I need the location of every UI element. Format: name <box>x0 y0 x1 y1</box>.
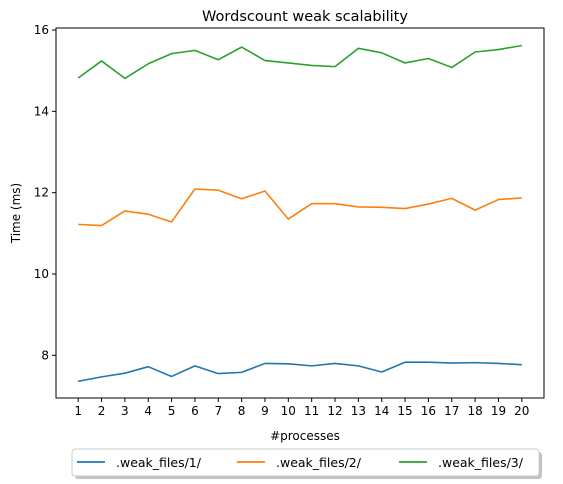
x-tick-label: 3 <box>121 404 129 418</box>
x-tick-label: 15 <box>397 404 412 418</box>
series-line-1 <box>78 361 522 383</box>
series-layer <box>77 44 522 383</box>
x-tick-label: 4 <box>144 404 152 418</box>
x-tick-label: 1 <box>74 404 82 418</box>
x-tick-label: 12 <box>327 404 342 418</box>
x-tick-label: 7 <box>214 404 222 418</box>
x-tick-label: 10 <box>281 404 296 418</box>
x-tick-label: 9 <box>261 404 269 418</box>
x-axis-ticks: 1 2 3 4 5 6 7 8 9 10 11 12 13 14 15 16 17 18 19 20 <box>74 398 529 418</box>
x-tick-label: 16 <box>421 404 436 418</box>
series-line-3 <box>77 44 522 80</box>
y-tick-label: 16 <box>34 23 49 37</box>
x-tick-label: 19 <box>491 404 506 418</box>
legend: .weak_files/1/ .weak_files/2/ .weak_files/… <box>71 448 542 479</box>
legend-label-1: .weak_files/1/ <box>116 455 202 470</box>
x-tick-label: 17 <box>444 404 459 418</box>
y-tick-label: 8 <box>41 348 49 362</box>
y-tick-label: 12 <box>34 186 49 200</box>
x-tick-label: 13 <box>351 404 366 418</box>
y-axis-label: Time (ms) <box>9 183 23 245</box>
legend-label-2: .weak_files/2/ <box>276 455 362 470</box>
plot-frame <box>55 27 545 399</box>
legend-label-3: .weak_files/3/ <box>438 455 524 470</box>
y-tick-label: 14 <box>34 104 49 118</box>
legend-items: .weak_files/1/ .weak_files/2/ .weak_files/… <box>77 455 524 470</box>
chart-title: Wordscount weak scalability <box>202 9 408 25</box>
x-tick-label: 11 <box>304 404 319 418</box>
x-tick-label: 18 <box>467 404 482 418</box>
x-tick-label: 6 <box>191 404 199 418</box>
x-tick-label: 2 <box>98 404 106 418</box>
x-tick-label: 5 <box>168 404 176 418</box>
y-tick-label: 10 <box>34 267 49 281</box>
series-line-2 <box>78 188 522 227</box>
y-axis-ticks: 8 10 12 14 16 <box>34 23 56 362</box>
x-tick-label: 8 <box>238 404 246 418</box>
x-tick-label: 20 <box>514 404 529 418</box>
x-tick-label: 14 <box>374 404 389 418</box>
legend-box <box>71 448 540 477</box>
x-axis-label: #processes <box>270 429 340 443</box>
